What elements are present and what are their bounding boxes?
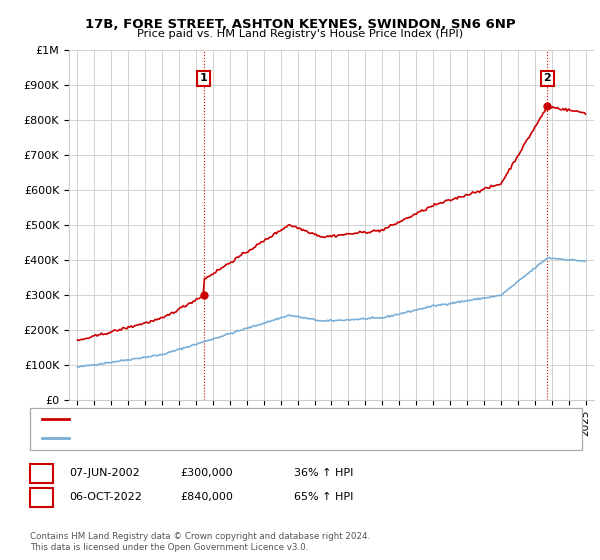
Text: This data is licensed under the Open Government Licence v3.0.: This data is licensed under the Open Gov… bbox=[30, 543, 308, 552]
Text: £840,000: £840,000 bbox=[180, 492, 233, 502]
Text: 65% ↑ HPI: 65% ↑ HPI bbox=[294, 492, 353, 502]
Text: 1: 1 bbox=[37, 466, 46, 480]
Text: 36% ↑ HPI: 36% ↑ HPI bbox=[294, 468, 353, 478]
Text: 1: 1 bbox=[200, 73, 208, 83]
Text: £300,000: £300,000 bbox=[180, 468, 233, 478]
Text: 2: 2 bbox=[544, 73, 551, 83]
Text: 07-JUN-2002: 07-JUN-2002 bbox=[69, 468, 140, 478]
Text: Contains HM Land Registry data © Crown copyright and database right 2024.: Contains HM Land Registry data © Crown c… bbox=[30, 532, 370, 541]
Text: 17B, FORE STREET, ASHTON KEYNES, SWINDON, SN6 6NP: 17B, FORE STREET, ASHTON KEYNES, SWINDON… bbox=[85, 18, 515, 31]
Text: 2: 2 bbox=[37, 491, 46, 504]
Text: HPI: Average price, detached house, Wiltshire: HPI: Average price, detached house, Wilt… bbox=[72, 433, 300, 443]
Text: 06-OCT-2022: 06-OCT-2022 bbox=[69, 492, 142, 502]
Text: 17B, FORE STREET, ASHTON KEYNES, SWINDON, SN6 6NP (detached house): 17B, FORE STREET, ASHTON KEYNES, SWINDON… bbox=[72, 414, 451, 424]
Text: Price paid vs. HM Land Registry's House Price Index (HPI): Price paid vs. HM Land Registry's House … bbox=[137, 29, 463, 39]
